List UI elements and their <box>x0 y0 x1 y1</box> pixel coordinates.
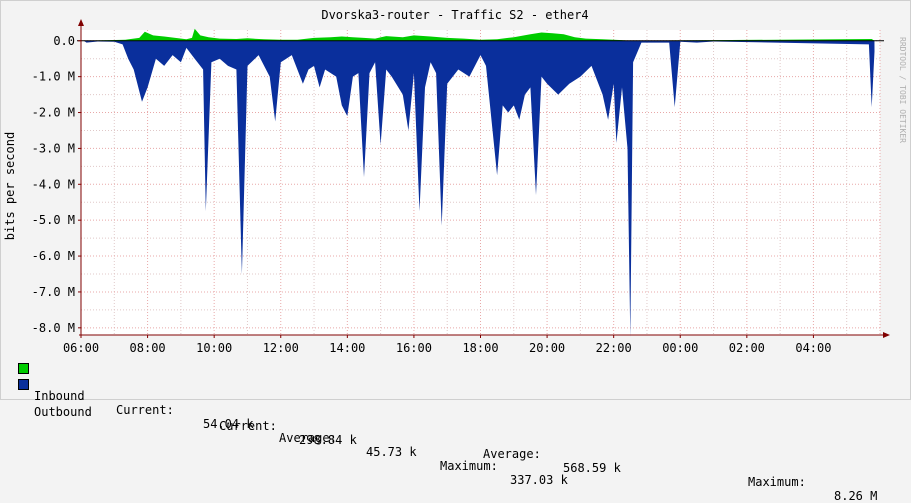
y-tick-label: -6.0 M <box>32 249 75 263</box>
legend-inbound: Inbound Current: 54.04 k Average: 45.73 … <box>18 361 888 487</box>
series-outbound-area <box>83 40 875 338</box>
y-axis-label: bits per second <box>3 132 17 240</box>
legend-inbound-maximum-label: Maximum: <box>440 459 498 473</box>
x-tick-label: 08:00 <box>130 341 166 355</box>
legend-outbound-average: 568.59 k <box>563 461 621 475</box>
x-tick-label: 12:00 <box>263 341 299 355</box>
x-tick-label: 14:00 <box>329 341 365 355</box>
legend-inbound-name: Inbound <box>34 389 85 403</box>
y-axis-arrow <box>78 19 84 26</box>
legend-inbound-current-label: Current: <box>116 403 174 417</box>
y-tick-label: -7.0 M <box>32 285 75 299</box>
y-tick-label: -2.0 M <box>32 106 75 120</box>
x-axis-arrow <box>883 332 890 338</box>
x-tick-label: 20:00 <box>529 341 565 355</box>
inbound-swatch <box>18 363 29 374</box>
plot-area <box>81 30 880 335</box>
x-tick-label: 16:00 <box>396 341 432 355</box>
y-tick-label: -5.0 M <box>32 213 75 227</box>
y-tick-label: -4.0 M <box>32 177 75 191</box>
y-tick-label: -3.0 M <box>32 141 75 155</box>
rrdtool-watermark: RRDTOOL / TOBI OETIKER <box>898 37 907 143</box>
legend-outbound: Outbound Current: 298.84 k Average: 568.… <box>18 377 888 503</box>
traffic-chart: Dvorska3-router - Traffic S2 - ether4 bi… <box>0 0 911 400</box>
tick-labels: 0.0 -1.0 M -2.0 M -3.0 M -4.0 M -5.0 M -6.0 M -… <box>32 34 832 355</box>
legend-outbound-average-label: Average: <box>483 447 541 461</box>
x-tick-label: 10:00 <box>196 341 232 355</box>
legend-inbound-maximum: 337.03 k <box>510 473 568 487</box>
x-tick-label: 02:00 <box>729 341 765 355</box>
x-tick-label: 00:00 <box>662 341 698 355</box>
axes <box>77 19 890 338</box>
x-tick-label: 06:00 <box>63 341 99 355</box>
x-tick-label: 04:00 <box>795 341 831 355</box>
x-tick-label: 18:00 <box>462 341 498 355</box>
series-layer <box>83 28 875 338</box>
series-inbound-area <box>83 28 875 41</box>
legend-inbound-average: 45.73 k <box>366 445 417 459</box>
y-tick-label: -1.0 M <box>32 70 75 84</box>
legend-outbound-maximum-label: Maximum: <box>748 475 806 489</box>
y-tick-label: -8.0 M <box>32 321 75 335</box>
legend-outbound-current: 298.84 k <box>299 433 357 447</box>
chart-title: Dvorska3-router - Traffic S2 - ether4 <box>321 8 588 22</box>
legend-outbound-name: Outbound <box>34 405 92 419</box>
legend-outbound-maximum: 8.26 M <box>834 489 878 503</box>
outbound-swatch <box>18 379 29 390</box>
y-tick-label: 0.0 <box>53 34 75 48</box>
legend-outbound-current-label: Current: <box>219 419 277 433</box>
x-tick-label: 22:00 <box>596 341 632 355</box>
